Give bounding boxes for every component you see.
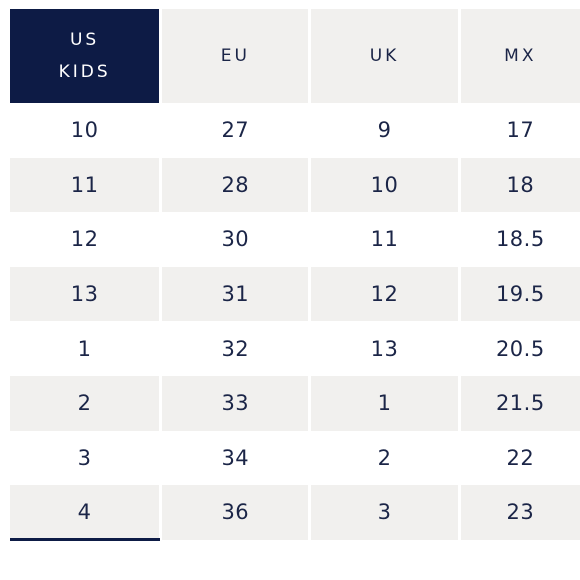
table-cell: 13 (370, 336, 399, 361)
column-header-mx-label: MX (504, 46, 537, 66)
table-cell: 28 (162, 157, 309, 213)
table-cell: 17 (506, 118, 535, 143)
active-column-indicator (10, 538, 160, 541)
column-header-mx[interactable]: MX (460, 9, 580, 103)
table-header-row: US KIDS EU UK MX (10, 9, 580, 103)
table-row: 11 28 10 18 (10, 157, 580, 213)
table-cell: 10 (311, 157, 458, 213)
table-cell: 18.5 (495, 227, 545, 252)
table-cell: 19.5 (460, 266, 580, 322)
table-row: 3 34 2 22 (10, 431, 580, 486)
column-header-us-kids-line1: US (69, 30, 100, 50)
table-cell: 3 (77, 445, 92, 470)
table-cell: 11 (10, 157, 160, 213)
column-header-uk[interactable]: UK (311, 9, 458, 103)
table-cell: 18 (460, 157, 580, 213)
table-cell: 12 (70, 227, 99, 252)
table-cell: 13 (10, 266, 160, 322)
table-cell: 23 (460, 485, 580, 540)
table-cell: 3 (311, 485, 458, 540)
column-header-us-kids-line2: KIDS (58, 62, 111, 82)
table-cell: 2 (377, 445, 392, 470)
table-cell: 10 (70, 118, 99, 143)
table-row: 1 32 13 20.5 (10, 321, 580, 376)
size-chart-table: US KIDS EU UK MX 10 27 9 17 11 28 10 18 12 30 11 18… (10, 9, 580, 540)
table-row: 2 33 1 21.5 (10, 375, 580, 431)
table-cell: 21.5 (460, 375, 580, 431)
table-cell: 2 (10, 375, 160, 431)
table-body: 10 27 9 17 11 28 10 18 12 30 11 18.5 13 31 12 19.5 1 32 13… (10, 103, 580, 540)
table-cell: 4 (10, 485, 160, 540)
table-cell: 22 (506, 445, 535, 470)
table-row: 12 30 11 18.5 (10, 212, 580, 267)
table-cell: 34 (221, 445, 250, 470)
table-row: 4 36 3 23 (10, 485, 580, 540)
table-cell: 11 (370, 227, 399, 252)
table-cell: 12 (311, 266, 458, 322)
table-cell: 33 (162, 375, 309, 431)
table-row: 10 27 9 17 (10, 103, 580, 158)
table-cell: 20.5 (495, 336, 545, 361)
table-cell: 32 (221, 336, 250, 361)
column-header-eu[interactable]: EU (162, 9, 309, 103)
table-cell: 9 (377, 118, 392, 143)
table-cell: 36 (162, 485, 309, 540)
column-header-uk-label: UK (369, 46, 400, 66)
column-header-us-kids[interactable]: US KIDS (10, 9, 160, 103)
table-row: 13 31 12 19.5 (10, 266, 580, 322)
table-cell: 1 (311, 375, 458, 431)
table-cell: 27 (221, 118, 250, 143)
table-cell: 1 (77, 336, 92, 361)
table-cell: 30 (221, 227, 250, 252)
column-header-eu-label: EU (220, 46, 250, 66)
table-cell: 31 (162, 266, 309, 322)
